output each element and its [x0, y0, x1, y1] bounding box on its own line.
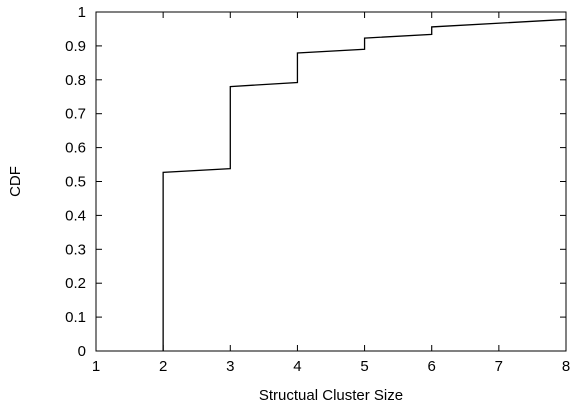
x-tick-label: 1	[92, 358, 100, 375]
y-tick-label: 0.2	[65, 275, 86, 292]
x-tick-label: 3	[226, 358, 234, 375]
y-axis-label: CDF	[7, 166, 24, 197]
cdf-step-line	[162, 18, 567, 351]
plot-frame	[95, 11, 567, 352]
x-tick-label: 7	[495, 358, 503, 375]
y-tick-label: 0	[78, 343, 86, 360]
y-tick-label: 0.6	[65, 140, 86, 157]
y-tick-label: 0.9	[65, 38, 86, 55]
y-tick-label: 0.8	[65, 72, 86, 89]
y-tick-label: 0.5	[65, 174, 86, 191]
x-tick-label: 6	[428, 358, 436, 375]
y-tick-label: 0.3	[65, 241, 86, 258]
x-axis-label: Structual Cluster Size	[259, 387, 403, 404]
y-tick-label: 0.4	[65, 207, 86, 224]
tick-marks	[95, 11, 567, 352]
x-tick-label: 4	[293, 358, 301, 375]
y-tick-label: 1	[78, 4, 86, 21]
y-tick-label: 0.7	[65, 106, 86, 123]
tick-labels: 1 2 3 4 5 6 7 8 0 0.1 0.2 0.3 0.4 0.5 0.6 0.7 0.8 0.9 1	[65, 4, 570, 375]
x-tick-label: 5	[360, 358, 368, 375]
x-tick-label: 2	[159, 358, 167, 375]
x-tick-label: 8	[562, 358, 570, 375]
y-tick-label: 0.1	[65, 309, 86, 326]
